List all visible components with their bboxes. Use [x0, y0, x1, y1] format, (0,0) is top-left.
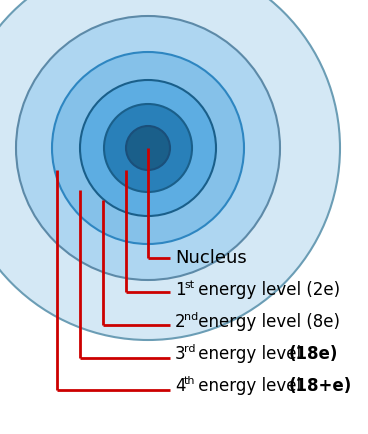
Text: (18e): (18e) [288, 345, 337, 363]
Circle shape [126, 126, 170, 170]
Text: energy level: energy level [193, 345, 307, 363]
Text: (18+e): (18+e) [288, 377, 351, 395]
Circle shape [80, 80, 216, 216]
Text: 1: 1 [175, 281, 185, 299]
Text: th: th [184, 376, 195, 386]
Text: st: st [184, 280, 194, 290]
Text: rd: rd [184, 344, 195, 354]
Circle shape [52, 52, 244, 244]
Text: 2: 2 [175, 313, 185, 331]
Text: 3: 3 [175, 345, 185, 363]
Circle shape [0, 0, 340, 340]
Text: nd: nd [184, 312, 198, 322]
Text: energy level: energy level [193, 377, 307, 395]
Circle shape [16, 16, 280, 280]
Text: energy level (8e): energy level (8e) [193, 313, 340, 331]
Circle shape [104, 104, 192, 192]
Text: energy level (2e): energy level (2e) [193, 281, 340, 299]
Text: 4: 4 [175, 377, 185, 395]
Text: Nucleus: Nucleus [175, 249, 247, 267]
